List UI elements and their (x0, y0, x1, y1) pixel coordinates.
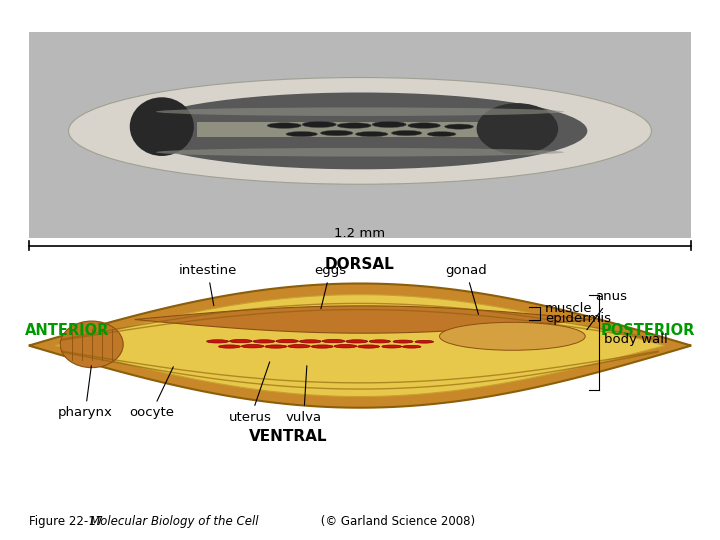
Ellipse shape (415, 340, 433, 343)
Ellipse shape (392, 131, 422, 136)
Text: DORSAL: DORSAL (325, 258, 395, 272)
Ellipse shape (265, 345, 287, 348)
Ellipse shape (439, 322, 585, 350)
Text: pharynx: pharynx (58, 366, 112, 420)
Ellipse shape (358, 345, 379, 348)
Ellipse shape (156, 148, 564, 157)
Ellipse shape (372, 122, 406, 127)
Polygon shape (29, 284, 691, 408)
Text: POSTERIOR: POSTERIOR (600, 322, 695, 338)
Text: intestine: intestine (179, 264, 237, 306)
Ellipse shape (334, 345, 356, 348)
Text: (© Garland Science 2008): (© Garland Science 2008) (317, 515, 475, 528)
Ellipse shape (337, 123, 372, 129)
Ellipse shape (68, 78, 652, 184)
Ellipse shape (288, 345, 310, 348)
Ellipse shape (60, 321, 123, 368)
Ellipse shape (445, 124, 474, 129)
Text: ANTERIOR: ANTERIOR (25, 322, 109, 338)
Bar (29, 32, 691, 238)
Text: gonad: gonad (445, 264, 487, 314)
Bar (197, 123, 523, 137)
Ellipse shape (311, 345, 333, 348)
Text: VENTRAL: VENTRAL (248, 429, 328, 444)
Ellipse shape (393, 340, 413, 343)
Polygon shape (55, 295, 665, 396)
Ellipse shape (156, 107, 564, 116)
Ellipse shape (320, 130, 353, 136)
Ellipse shape (241, 345, 264, 348)
Ellipse shape (323, 340, 345, 343)
Ellipse shape (253, 340, 275, 343)
Ellipse shape (427, 132, 456, 137)
Ellipse shape (132, 92, 588, 170)
Text: Molecular Biology of the Cell: Molecular Biology of the Cell (90, 515, 258, 528)
Ellipse shape (219, 345, 240, 348)
Ellipse shape (402, 346, 421, 348)
Text: uterus: uterus (229, 362, 272, 424)
Ellipse shape (276, 340, 298, 343)
Text: body wall: body wall (604, 333, 668, 346)
Text: 1.2 mm: 1.2 mm (334, 227, 386, 240)
Ellipse shape (130, 97, 194, 156)
Ellipse shape (300, 340, 321, 343)
Polygon shape (135, 306, 592, 333)
Ellipse shape (408, 123, 441, 129)
Text: oocyte: oocyte (129, 367, 174, 420)
Text: eggs: eggs (314, 264, 346, 309)
Ellipse shape (382, 345, 402, 348)
Text: epidermis: epidermis (545, 312, 611, 325)
Ellipse shape (356, 132, 388, 137)
Text: anus: anus (587, 291, 627, 330)
Ellipse shape (286, 132, 318, 137)
Ellipse shape (369, 340, 390, 343)
Ellipse shape (477, 103, 558, 154)
Text: Figure 22-17: Figure 22-17 (29, 515, 111, 528)
Ellipse shape (230, 340, 252, 343)
Text: vulva: vulva (286, 366, 322, 424)
Ellipse shape (346, 340, 368, 343)
Ellipse shape (267, 123, 301, 129)
Text: muscle: muscle (545, 302, 593, 315)
Ellipse shape (302, 122, 336, 127)
Ellipse shape (207, 340, 228, 343)
